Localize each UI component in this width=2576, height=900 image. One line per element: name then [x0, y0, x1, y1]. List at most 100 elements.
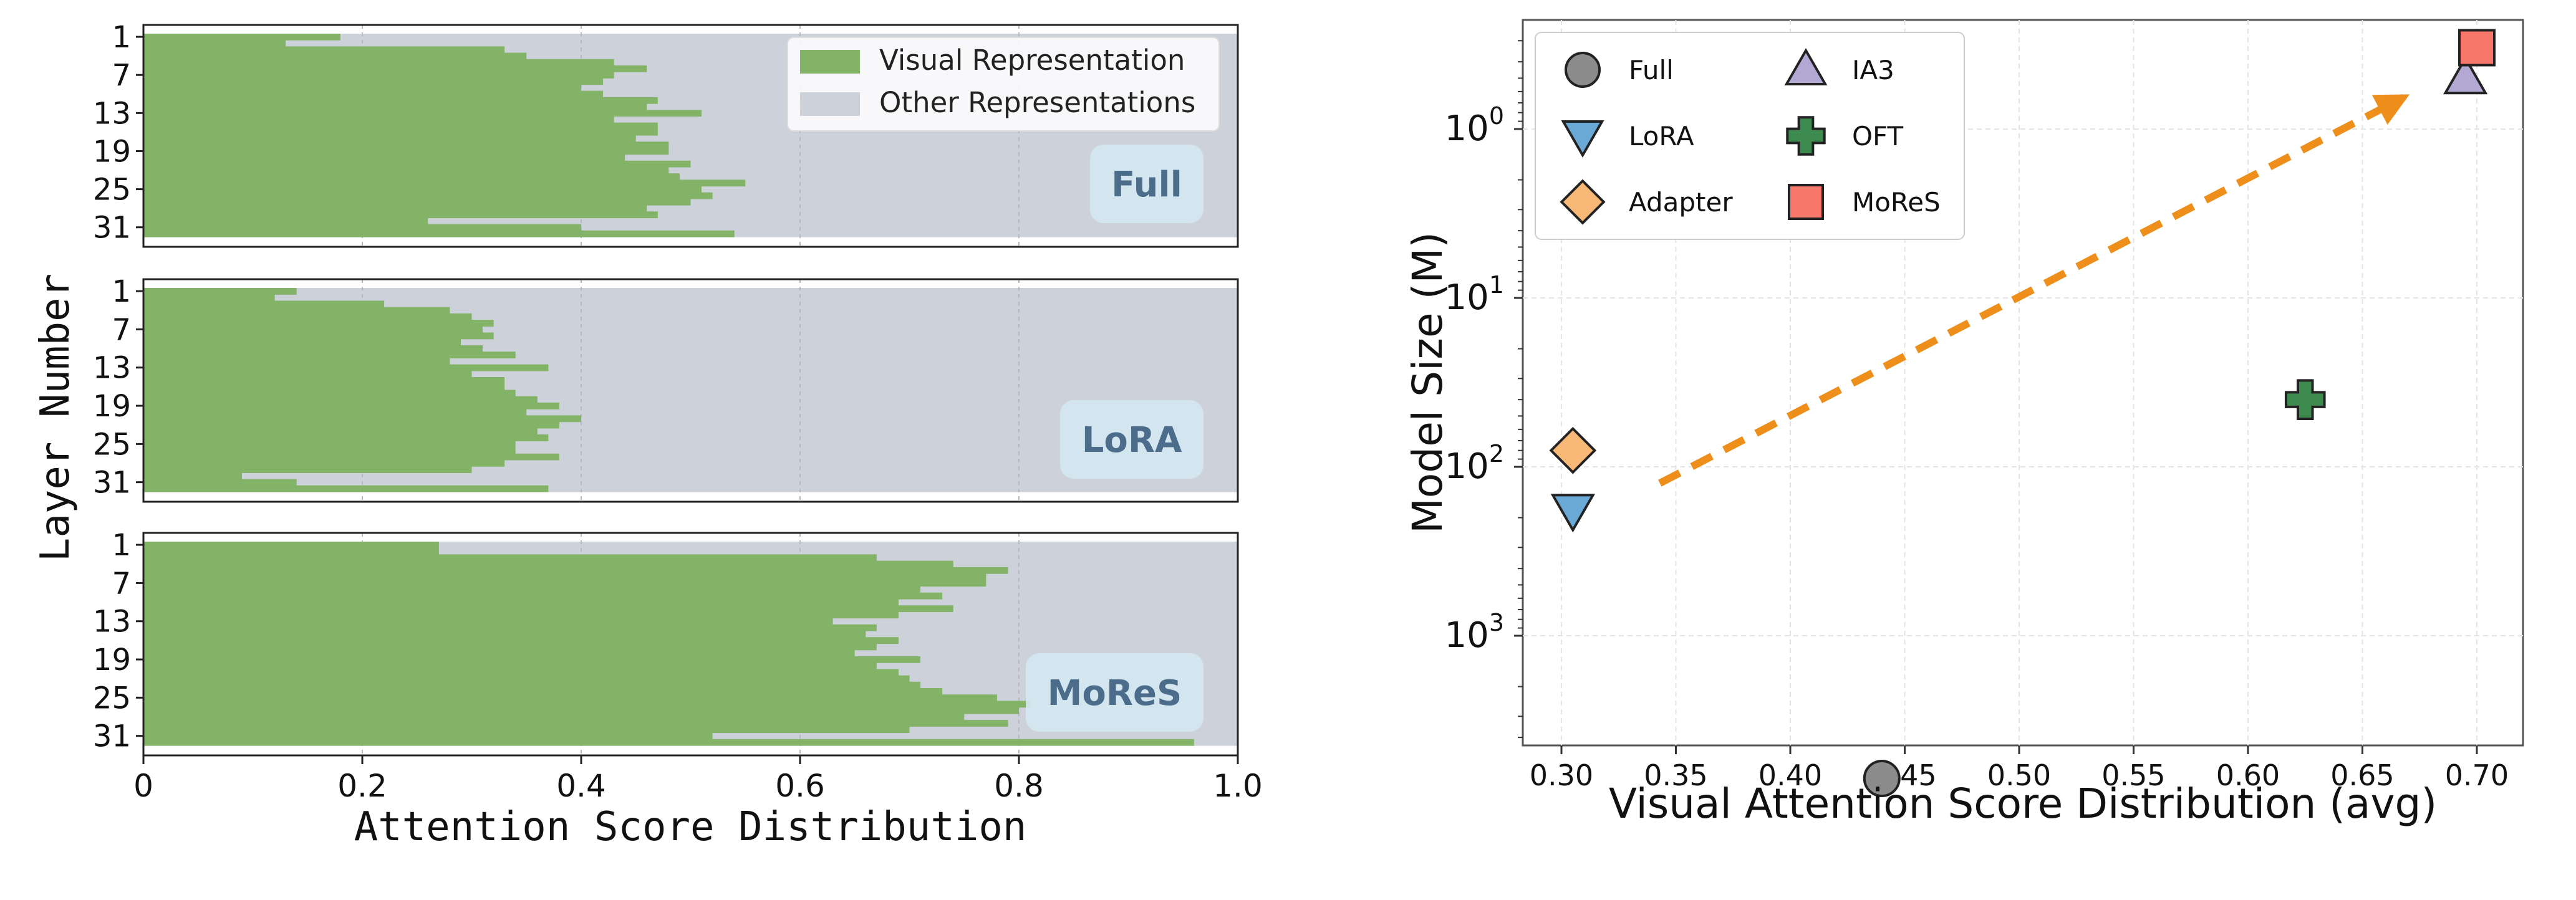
bar-visual — [143, 720, 1008, 727]
model-size-scatter: 0.30 0.35 0.40 0.45 0.50 0.55 0.60 0.65 0.701001… — [1404, 19, 2524, 828]
legend-swatch-other — [800, 92, 860, 116]
bar-other — [143, 326, 1238, 333]
bar-visual — [143, 198, 691, 206]
bar-visual — [143, 459, 505, 467]
x-tick-label: 0.30 — [1530, 759, 1593, 792]
scatter-legend-box — [1535, 32, 1965, 240]
trend-arrow — [1658, 93, 2410, 487]
bar-other — [143, 288, 1238, 295]
legend-marker-ia3 — [1784, 47, 1828, 85]
point-mores — [2458, 29, 2496, 67]
bar-other — [143, 65, 1238, 72]
point-adapter — [1549, 426, 1597, 474]
bar-other — [143, 338, 1238, 346]
y-tick-label: 31 — [93, 466, 131, 500]
bar-visual — [143, 332, 494, 340]
bar-other — [143, 300, 1238, 308]
bar-visual — [143, 548, 439, 555]
bar-other — [143, 358, 1238, 365]
bar-other — [143, 364, 1238, 371]
legend-label-adapter: Adapter — [1629, 187, 1733, 218]
bar-visual — [143, 345, 483, 352]
y-axis-label: Layer Number — [32, 274, 79, 562]
bar-visual — [143, 624, 877, 631]
bar-visual — [143, 713, 965, 720]
bar-visual — [143, 205, 647, 212]
y-tick-label: 25 — [93, 681, 131, 716]
bar-other — [143, 307, 1238, 314]
bar-other — [143, 402, 1238, 409]
badge-label: MoReS — [1048, 673, 1182, 714]
bar-visual — [143, 358, 450, 365]
bar-other — [143, 479, 1238, 486]
bar-other — [143, 52, 1238, 60]
bar-visual — [143, 649, 855, 657]
bar-other — [143, 415, 1238, 423]
scatter-points — [1549, 29, 2496, 798]
bar-other — [143, 72, 1238, 79]
bar-other — [143, 154, 1238, 161]
bar-visual — [143, 688, 943, 695]
legend-box — [787, 37, 1220, 132]
bar-visual — [143, 160, 691, 168]
bar-visual — [143, 681, 921, 689]
bar-other — [143, 59, 1238, 66]
bar-other — [143, 205, 1238, 212]
legend-marker-adapter — [1560, 179, 1606, 225]
badge-background — [1090, 145, 1204, 223]
scatter-y-axis-label: Model Size (M) — [1404, 232, 1452, 534]
bar-visual — [143, 732, 713, 740]
y-tick-label: 19 — [93, 389, 131, 424]
attention-distribution-chart: 1713192531Full1713192531LoRA1713192531Mo… — [32, 20, 1263, 850]
bar-other — [143, 320, 1238, 327]
bar-other — [143, 166, 1238, 174]
bar-visual — [143, 180, 746, 187]
badge-label: LoRA — [1082, 420, 1182, 461]
bar-visual — [143, 542, 439, 548]
bar-other — [143, 313, 1238, 320]
bar-visual — [143, 453, 559, 461]
bar-visual — [143, 377, 505, 384]
bar-other — [143, 377, 1238, 384]
bar-visual — [143, 148, 669, 155]
bar-other — [143, 90, 1238, 98]
scatter-legend: Full LoRA Adapter IA3 OFT MoReS — [1535, 32, 1965, 240]
badge-label: Full — [1111, 165, 1182, 205]
y-tick-label: 19 — [93, 643, 131, 677]
bar-visual — [143, 352, 516, 359]
y-tick-label: 1 — [112, 274, 131, 309]
y-tick-label: 31 — [93, 719, 131, 754]
bar-visual — [143, 383, 505, 391]
bar-visual — [143, 59, 614, 66]
bar-visual — [143, 116, 614, 123]
bar-visual — [143, 466, 472, 473]
panel-frame — [142, 532, 1239, 757]
bar-other — [143, 84, 1238, 92]
x-tick-label: 0.50 — [1987, 759, 2051, 792]
legend-marker-oft — [1786, 116, 1826, 156]
bar-visual — [143, 586, 921, 593]
point-ia3 — [2443, 55, 2488, 95]
y-tick-label: 100 — [1445, 102, 1504, 149]
bar-visual — [143, 415, 581, 423]
axes-ticks: 0.30 0.35 0.40 0.45 0.50 0.55 0.60 0.65 0.701001… — [1445, 40, 2509, 792]
bar-other — [143, 122, 1238, 130]
y-tick-label: 102 — [1445, 440, 1504, 487]
bar-visual — [143, 485, 549, 492]
x-axis-label: Attention Score Distribution — [354, 804, 1027, 850]
bar-visual — [143, 637, 899, 644]
bar-other — [143, 485, 1238, 492]
bar-other — [143, 453, 1238, 461]
bar-other — [143, 396, 1238, 403]
bar-other — [143, 97, 1238, 104]
bar-visual — [143, 326, 483, 333]
bar-visual — [143, 173, 680, 180]
bar-visual — [143, 402, 559, 409]
bar-visual — [143, 294, 275, 302]
bar-other — [143, 128, 1238, 136]
bar-visual — [143, 141, 669, 148]
legend-label-lora: LoRA — [1629, 121, 1694, 151]
